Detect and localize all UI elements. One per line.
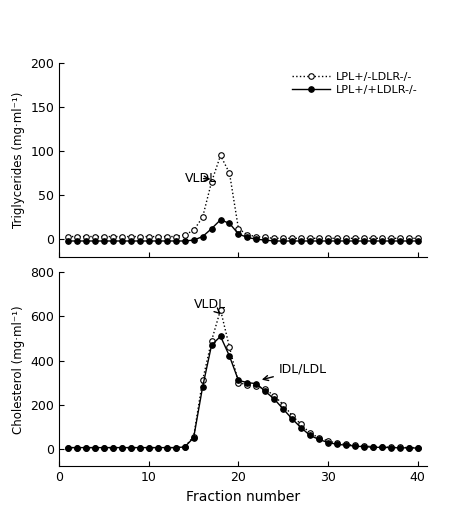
Text: VLDL: VLDL	[194, 298, 226, 313]
Text: IDL/LDL: IDL/LDL	[263, 363, 327, 380]
Legend: LPL+/-LDLR-/-, LPL+/+LDLR-/-: LPL+/-LDLR-/-, LPL+/+LDLR-/-	[288, 69, 421, 99]
Y-axis label: Triglycerides (mg·ml⁻¹): Triglycerides (mg·ml⁻¹)	[12, 92, 25, 228]
X-axis label: Fraction number: Fraction number	[186, 490, 300, 504]
Y-axis label: Cholesterol (mg·ml⁻¹): Cholesterol (mg·ml⁻¹)	[12, 305, 25, 434]
Text: VLDL: VLDL	[185, 172, 217, 185]
